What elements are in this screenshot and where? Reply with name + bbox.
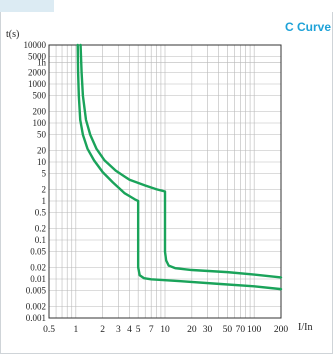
y-tick-label: 1 (42, 196, 47, 206)
grid-lines (48, 44, 282, 319)
x-tick-label: 50 (223, 325, 233, 335)
y-tick-label: 0.02 (30, 262, 46, 272)
x-tick-label: 70 (236, 325, 246, 335)
y-tick-label: 0.01 (30, 274, 46, 284)
x-tick-label: 5 (136, 325, 141, 335)
y-tick-label: 0.002 (26, 301, 46, 311)
y-tick-label: 0.005 (26, 286, 47, 296)
y-tick-label: 50 (37, 130, 47, 140)
y-tick-label: 10 (37, 157, 47, 167)
chart-title: C Curve (284, 20, 331, 34)
series-line-1 (79, 43, 283, 279)
y-tick-label: 0.1 (35, 235, 46, 245)
series-line-2 (76, 43, 283, 291)
x-tick-label: 0.5 (43, 325, 55, 335)
x-tick-label: 3 (116, 325, 121, 335)
x-tick-label: 2 (100, 325, 105, 335)
y-tick-label: 20 (37, 145, 47, 155)
header-accent-bar (0, 0, 54, 12)
y-axis-label: t(s) (6, 29, 20, 40)
x-tick-labels: 0.5 1 2 3 4 5 7 10 20 30 50 70 100 200 (43, 325, 288, 335)
y-tick-label: 2000 (28, 67, 47, 77)
series-group (76, 43, 283, 291)
x-tick-label: 10 (160, 325, 170, 335)
y-tick-label: 0.05 (30, 247, 46, 257)
plot-area-border (48, 44, 282, 319)
x-tick-label: 200 (274, 325, 289, 335)
y-tick-label: 0.5 (35, 208, 47, 218)
y-tick-label: 2 (42, 184, 47, 194)
y-tick-label: 1000 (28, 79, 47, 89)
chart-frame (0, 12, 333, 354)
y-tick-label: 500 (33, 91, 47, 101)
x-tick-label: 20 (187, 325, 197, 335)
y-tick-label: 200 (33, 106, 47, 116)
x-tick-label: 30 (203, 325, 213, 335)
x-tick-label: 7 (149, 325, 154, 335)
y-tick-label: 5000 (28, 52, 47, 62)
x-tick-label: 1 (73, 325, 78, 335)
y-tick-label: 0.001 (26, 313, 46, 323)
x-tick-label: 100 (247, 325, 262, 335)
x-tick-label: 4 (127, 325, 132, 335)
y-tick-label: 5 (42, 169, 47, 179)
y-tick-label: 1h (37, 57, 47, 67)
x-axis-label: I/In (298, 322, 313, 333)
y-tick-label: 10000 (24, 40, 47, 50)
y-tick-label: 0.2 (35, 223, 46, 233)
y-tick-label: 100 (33, 118, 47, 128)
